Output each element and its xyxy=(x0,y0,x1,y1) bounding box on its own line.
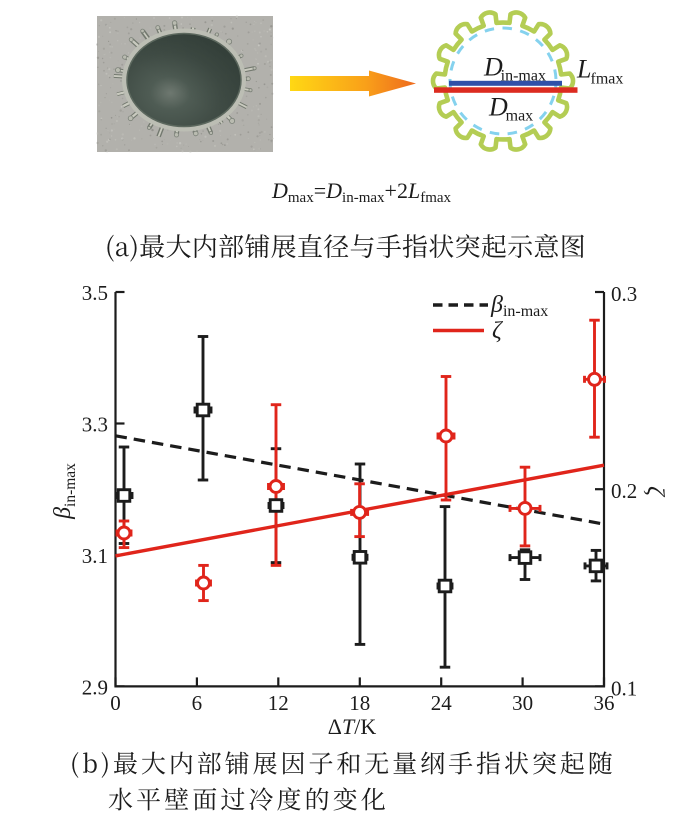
svg-text:2.9: 2.9 xyxy=(82,675,108,699)
svg-text:ζ: ζ xyxy=(492,318,504,344)
svg-text:D: D xyxy=(483,53,503,82)
svg-text:L: L xyxy=(576,55,591,84)
svg-text:30: 30 xyxy=(512,691,533,715)
svg-text:fmax: fmax xyxy=(591,71,624,88)
svg-text:ΔT/K: ΔT/K xyxy=(328,714,377,739)
svg-text:3.3: 3.3 xyxy=(82,413,108,437)
svg-text:18: 18 xyxy=(349,691,370,715)
svg-text:0: 0 xyxy=(110,691,121,715)
svg-text:D: D xyxy=(488,93,508,122)
svg-text:6: 6 xyxy=(192,691,203,715)
svg-text:βin-max: βin-max xyxy=(490,292,548,320)
svg-text:max: max xyxy=(506,108,534,125)
svg-text:24: 24 xyxy=(431,691,453,715)
svg-text:Dmax=Din-max+2Lfmax: Dmax=Din-max+2Lfmax xyxy=(271,178,452,206)
svg-text:3.1: 3.1 xyxy=(82,544,108,568)
svg-text:βin-max: βin-max xyxy=(50,463,79,520)
svg-text:ζ: ζ xyxy=(642,486,668,498)
svg-text:in-max: in-max xyxy=(501,68,546,85)
svg-text:12: 12 xyxy=(268,691,289,715)
svg-text:0.3: 0.3 xyxy=(611,282,637,306)
svg-text:3.5: 3.5 xyxy=(82,281,108,305)
svg-text:0.2: 0.2 xyxy=(611,479,637,503)
svg-text:0.1: 0.1 xyxy=(611,676,637,700)
svg-text:36: 36 xyxy=(594,691,615,715)
